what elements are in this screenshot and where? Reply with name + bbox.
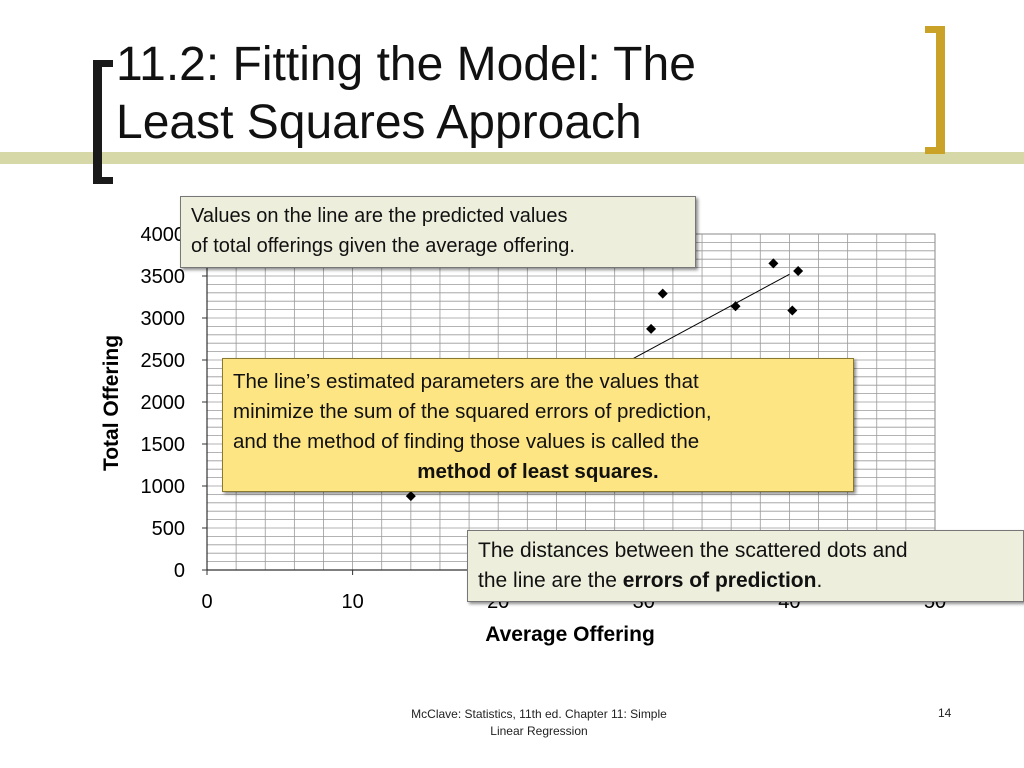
- slide-title: 11.2: Fitting the Model: The Least Squar…: [116, 36, 916, 152]
- left-bracket-decoration: [93, 60, 113, 184]
- callout-3-bold-term: errors of prediction: [622, 569, 817, 592]
- y-tick-label: 3500: [141, 266, 186, 288]
- footer-line-1: McClave: Statistics, 11th ed. Chapter 11…: [411, 707, 667, 721]
- callout-2-bold-term: method of least squares.: [417, 460, 659, 483]
- y-tick-label: 0: [174, 560, 185, 582]
- data-point-diamond: [730, 301, 741, 312]
- y-tick-labels: 0 500 1000 1500 2000 2500 3000 3500 4000: [141, 224, 186, 582]
- page-number: 14: [938, 706, 952, 720]
- data-point-diamond: [793, 265, 804, 276]
- y-tick-label: 2000: [141, 392, 186, 414]
- callout-3-line-1: The distances between the scattered dots…: [478, 539, 908, 562]
- callout-2-line-1: The line’s estimated parameters are the …: [233, 370, 699, 393]
- callout-errors-of-prediction: The distances between the scattered dots…: [467, 530, 1024, 602]
- x-tick-label: 0: [201, 591, 212, 613]
- y-tick-label: 1500: [141, 434, 186, 456]
- data-point-diamond: [405, 491, 416, 502]
- callout-3-prefix: the line are the: [478, 569, 623, 592]
- footer-line-2: Linear Regression: [490, 724, 588, 738]
- y-tick-label: 2500: [141, 350, 186, 372]
- callout-1-line-2: of total offerings given the average off…: [191, 235, 575, 257]
- data-point-diamond: [646, 323, 657, 334]
- data-point-diamond: [787, 305, 798, 316]
- y-tick-label: 500: [152, 518, 185, 540]
- y-tick-label: 3000: [141, 308, 186, 330]
- title-accent-band: [0, 152, 1024, 164]
- title-line-1: 11.2: Fitting the Model: The: [116, 38, 696, 91]
- y-tick-label: 4000: [141, 224, 186, 246]
- callout-1-line-1: Values on the line are the predicted val…: [191, 205, 568, 227]
- data-point-diamond: [768, 258, 779, 269]
- x-axis-title: Average Offering: [485, 623, 655, 646]
- y-tick-label: 1000: [141, 476, 186, 498]
- data-point-diamond: [657, 288, 668, 299]
- callout-3-suffix: .: [816, 569, 823, 592]
- callout-least-squares: The line’s estimated parameters are the …: [222, 358, 854, 492]
- title-line-2: Least Squares Approach: [116, 96, 642, 149]
- callout-2-line-3: and the method of finding those values i…: [233, 430, 700, 453]
- data-points: [405, 258, 804, 502]
- y-axis-title: Total Offering: [100, 335, 123, 471]
- slide-footer: McClave: Statistics, 11th ed. Chapter 11…: [380, 706, 698, 740]
- right-bracket-decoration: [925, 26, 945, 154]
- callout-3-line-2: the line are the errors of prediction.: [478, 566, 1013, 596]
- callout-predicted-values: Values on the line are the predicted val…: [180, 196, 696, 268]
- x-tick-label: 10: [341, 591, 363, 613]
- callout-2-line-2: minimize the sum of the squared errors o…: [233, 400, 712, 423]
